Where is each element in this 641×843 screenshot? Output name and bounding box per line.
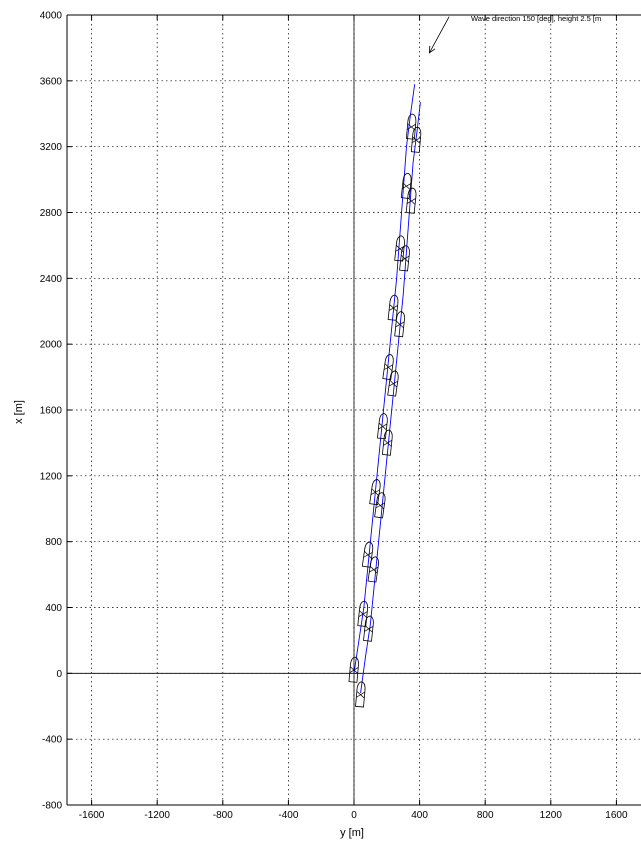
ship-hull	[357, 600, 369, 627]
ship-hull	[369, 479, 381, 506]
y-axis-label: x [m]	[13, 400, 25, 424]
y-tick-label: 0	[56, 669, 62, 680]
y-tick-label: 800	[45, 537, 62, 548]
tick-labels: -1600 -1200 -800 -400 0 400 800 1200 1600 -800 -40…	[40, 11, 628, 822]
wave-annotation: Wave direction 150 [deg], height 2.5 [m	[429, 14, 601, 54]
x-tick-label: -1200	[144, 810, 170, 821]
ship-cross-b	[395, 245, 405, 252]
ship-icon	[394, 235, 405, 262]
ship-hull	[405, 113, 417, 140]
x-tick-label: 1600	[605, 810, 628, 821]
ship-cross-b	[411, 137, 421, 144]
ship-icon	[394, 311, 405, 338]
trajectory-line-2	[360, 102, 421, 694]
y-tick-label: 1600	[40, 406, 63, 417]
x-axis-label: y [m]	[340, 827, 364, 839]
ship-cross-b	[349, 667, 359, 673]
x-tick-label: -1600	[79, 810, 105, 821]
y-tick-label: 4000	[40, 11, 63, 22]
ship-markers	[348, 113, 422, 708]
x-tick-label: -400	[278, 810, 298, 821]
ship-icon	[357, 600, 369, 627]
ship-cross-b	[383, 364, 393, 370]
ship-icon	[361, 541, 374, 568]
ship-icon	[405, 187, 417, 214]
ship-icon	[387, 294, 399, 321]
ship-hull	[381, 429, 393, 456]
y-tick-label: -400	[42, 735, 62, 746]
x-tick-label: 0	[351, 810, 357, 821]
wave-direction-label: Wave direction 150 [deg], height 2.5 [m	[471, 14, 601, 23]
ship-hull	[363, 615, 374, 642]
wave-arrow-head	[429, 45, 436, 54]
ship-icon	[369, 479, 381, 506]
y-tick-label: 2400	[40, 274, 63, 285]
ship-cross-b	[383, 440, 393, 446]
ship-hull	[400, 172, 412, 199]
ship-hull	[394, 311, 405, 338]
ship-cross-b	[358, 611, 368, 617]
ship-icon	[382, 353, 394, 381]
ship-icon	[400, 172, 412, 199]
ship-hull	[374, 492, 386, 519]
ship-icon	[355, 681, 366, 708]
ship-hull	[382, 353, 394, 381]
ship-hull	[394, 235, 405, 262]
ship-cross-b	[356, 691, 365, 698]
ship-cross-b	[406, 123, 416, 130]
x-tick-label: -800	[213, 810, 233, 821]
y-tick-label: -800	[42, 801, 62, 812]
ship-icon	[381, 429, 393, 456]
ship-icon	[399, 245, 410, 272]
ship-hull	[387, 294, 399, 321]
ship-icon	[405, 113, 417, 140]
ship-hull	[361, 541, 374, 568]
ship-icon	[410, 126, 422, 153]
ship-cross-b	[363, 552, 373, 558]
ship-cross-b	[388, 380, 398, 387]
ship-cross-b	[406, 198, 416, 204]
ship-cross-b	[402, 183, 411, 190]
ship-cross-b	[370, 489, 380, 496]
y-tick-label: 2000	[40, 340, 63, 351]
ship-cross-b	[375, 502, 385, 509]
ship-cross-b	[400, 255, 410, 262]
ship-cross-b	[388, 305, 398, 311]
x-tick-label: 1200	[540, 810, 563, 821]
y-tick-label: 3600	[40, 76, 63, 87]
wave-arrow-shaft	[429, 16, 450, 54]
ship-icon	[374, 492, 386, 519]
ship-hull	[348, 656, 359, 683]
y-tick-label: 1200	[40, 471, 63, 482]
ship-hull	[405, 187, 417, 214]
ship-hull	[410, 126, 422, 153]
y-tick-label: 2800	[40, 208, 63, 219]
ship-hull	[355, 681, 366, 708]
ship-icon	[387, 370, 399, 397]
ship-icon	[367, 556, 379, 583]
ship-hull	[387, 370, 399, 397]
ship-cross-b	[395, 321, 405, 328]
ship-cross-b	[369, 566, 379, 573]
trajectory-line-1	[353, 84, 416, 674]
ship-hull	[399, 245, 410, 272]
ship-icon	[348, 656, 359, 683]
ship-hull	[367, 556, 379, 583]
x-tick-label: 400	[411, 810, 428, 821]
ship-icon	[363, 615, 374, 642]
x-tick-label: 800	[477, 810, 494, 821]
y-tick-label: 400	[45, 603, 62, 614]
y-tick-label: 3200	[40, 142, 63, 153]
ship-cross-b	[364, 626, 374, 632]
ship-cross-b	[378, 423, 388, 430]
ship-hull	[377, 413, 388, 440]
ship-icon	[377, 413, 388, 440]
